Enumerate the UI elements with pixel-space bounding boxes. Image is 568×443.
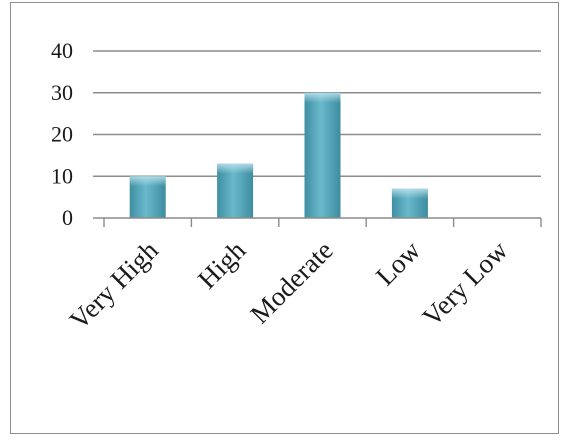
x-axis bbox=[93, 217, 542, 227]
y-tick-label: 20 bbox=[51, 122, 73, 147]
y-tick-label: 30 bbox=[51, 80, 73, 105]
category-label: Low bbox=[370, 235, 427, 292]
bar-moderate bbox=[304, 92, 341, 218]
bar-very-high bbox=[129, 176, 166, 218]
y-tick-label: 10 bbox=[51, 163, 73, 188]
category-label: Moderate bbox=[244, 235, 338, 329]
bar-high bbox=[217, 163, 254, 218]
category-label: Very High bbox=[64, 235, 165, 336]
y-tick-labels: 0 10 20 30 40 bbox=[51, 38, 73, 230]
category-label: Very Low bbox=[417, 235, 514, 332]
bar-low bbox=[391, 188, 428, 218]
bars bbox=[129, 92, 428, 218]
y-tick-label: 40 bbox=[51, 38, 73, 63]
category-label: High bbox=[192, 235, 252, 295]
y-tick-label: 0 bbox=[62, 205, 73, 230]
